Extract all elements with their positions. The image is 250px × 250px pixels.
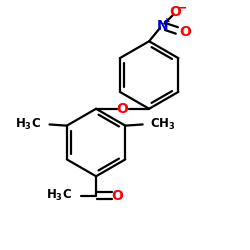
Text: O: O [111,188,123,202]
Text: O: O [170,5,181,19]
Text: $\mathbf{H_3C}$: $\mathbf{H_3C}$ [46,188,72,203]
Text: O: O [117,102,128,116]
Text: $\mathbf{CH_3}$: $\mathbf{CH_3}$ [150,117,176,132]
Text: $\mathbf{H_3C}$: $\mathbf{H_3C}$ [15,117,41,132]
Text: O: O [179,24,191,38]
Text: +: + [163,17,170,26]
Text: N: N [156,18,168,32]
Text: −: − [177,2,188,15]
